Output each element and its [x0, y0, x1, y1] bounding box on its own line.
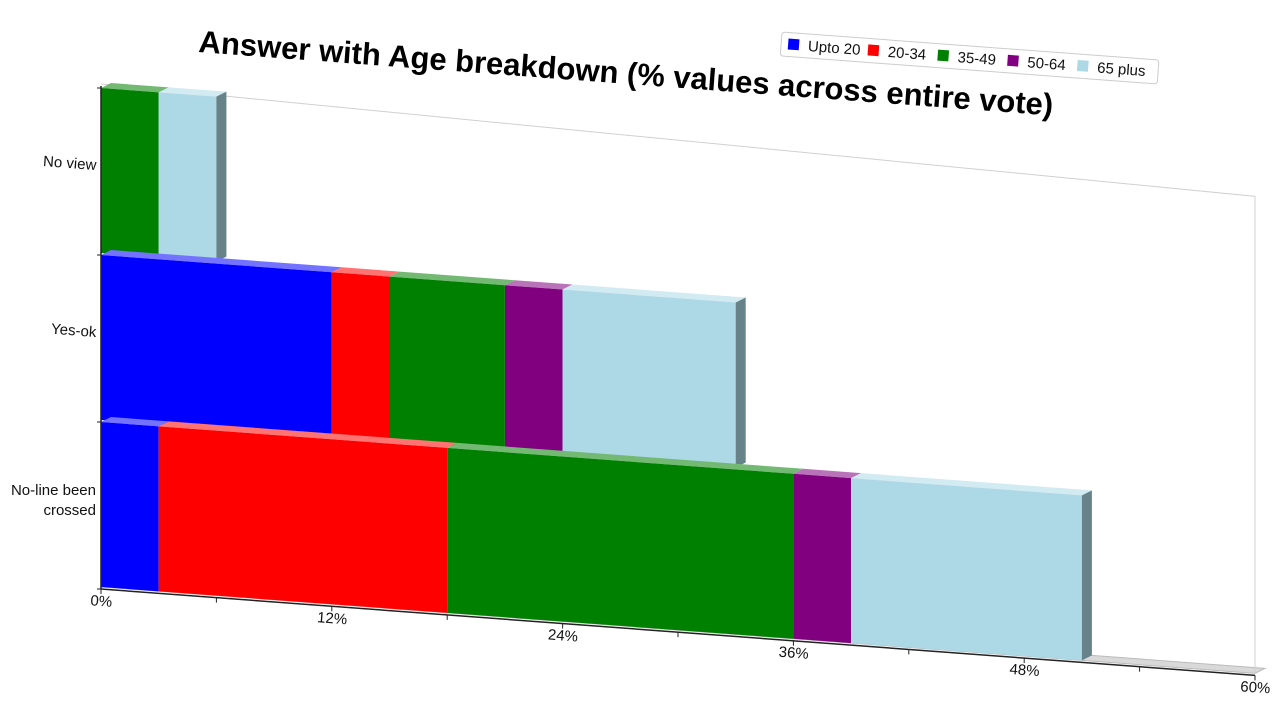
bar-1-50-64	[504, 285, 563, 455]
bar-2-50-64	[793, 473, 852, 644]
axes-group: No view Yes-ok No-line been crossed 0% 12% 24%…	[11, 86, 1271, 697]
x-tick-label-0: 0%	[90, 592, 113, 611]
bar-1-20-34	[331, 272, 390, 442]
bar-0-35-49	[101, 88, 159, 258]
bar-top-1-3	[504, 280, 573, 290]
x-tick-label-5: 60%	[1240, 678, 1271, 697]
back-wall	[100, 83, 1256, 674]
legend: Upto 20 20-34 35-49 50-64 65 plus	[779, 31, 1160, 85]
bar-top-1-1	[331, 267, 400, 277]
bar-1-upto-20	[101, 255, 332, 438]
bar-top-1-0	[101, 250, 342, 273]
legend-swatch-3	[1007, 54, 1019, 67]
bar-top-0-4	[158, 87, 227, 97]
bar-2-35-49	[447, 447, 794, 639]
x-tick-label-1: 12%	[317, 609, 348, 628]
bar-2-upto-20	[101, 422, 159, 592]
category-label-1: Yes-ok	[51, 321, 98, 341]
bar-0-65-plus	[158, 92, 217, 262]
bar-top-0-2	[101, 83, 169, 93]
bar-side-0	[216, 91, 227, 262]
legend-swatch-4	[1076, 59, 1089, 72]
bar-side-2	[1081, 490, 1092, 661]
legend-swatch-2	[937, 49, 950, 62]
bar-top-2-2	[447, 442, 804, 474]
bar-top-1-2	[389, 271, 515, 286]
bar-top-2-1	[158, 421, 458, 448]
category-label-0: No view	[42, 153, 97, 174]
legend-label-2: 35-49	[957, 49, 997, 69]
bar-2-20-34	[158, 426, 448, 613]
bar-1-35-49	[389, 276, 505, 451]
legend-label-3: 50-64	[1027, 54, 1067, 74]
bar-top-2-0	[101, 417, 169, 427]
bar-1-65-plus	[562, 289, 736, 468]
chart-title: Answer with Age breakdown (% values acro…	[197, 24, 1054, 122]
bar-top-1-4	[562, 284, 746, 303]
bars-group	[101, 83, 1092, 661]
category-label-2: No-line been crossed	[11, 482, 96, 519]
legend-label-0: Upto 20	[807, 38, 861, 59]
legend-swatch-1	[867, 44, 880, 57]
legend-label-1: 20-34	[887, 44, 927, 64]
x-tick-label-3: 36%	[778, 644, 809, 663]
bar-2-65-plus	[851, 478, 1082, 661]
x-tick-label-2: 24%	[547, 626, 578, 645]
bar-top-2-3	[793, 468, 862, 479]
bar-side-1	[735, 297, 746, 468]
legend-swatch-0	[787, 38, 800, 51]
bar-top-2-4	[851, 473, 1092, 496]
legend-label-4: 65 plus	[1097, 59, 1147, 80]
x-tick-label-4: 48%	[1009, 661, 1040, 680]
